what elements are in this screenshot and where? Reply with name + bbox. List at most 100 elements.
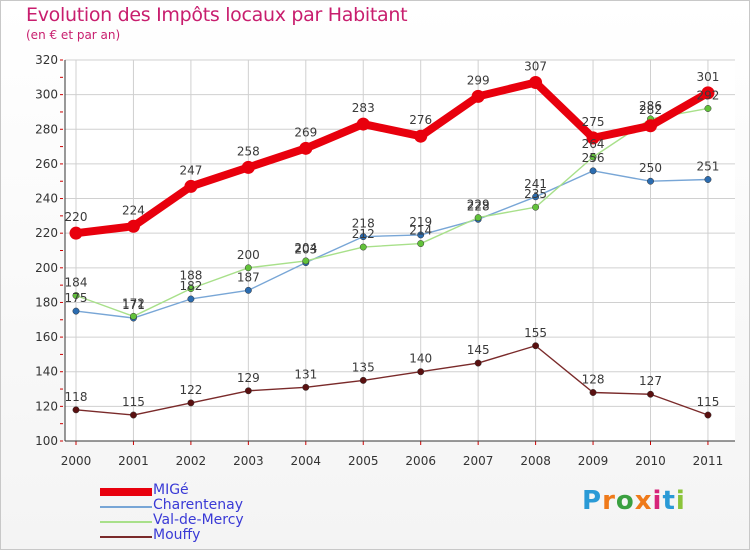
series-mouffy-point <box>647 390 654 398</box>
chart-title: Evolution des Impôts locaux par Habitant <box>26 4 408 26</box>
series-charentenay-point <box>72 307 80 315</box>
series-charentenay-data-label: 171 <box>122 298 145 312</box>
y-tick-label: 260 <box>35 157 58 171</box>
series-mig--point <box>644 119 657 133</box>
series-mig--point <box>529 76 543 90</box>
series-mig--data-label: 269 <box>294 125 317 139</box>
series-mouffy-data-label: 140 <box>409 352 432 366</box>
series-mig--point <box>184 179 198 193</box>
series-charentenay-data-label: 256 <box>582 151 605 165</box>
series-val-de-mercy-point <box>359 243 367 251</box>
series-val-de-mercy-data-label: 172 <box>122 296 145 310</box>
x-tick-label: 2008 <box>520 454 551 468</box>
series-val-de-mercy-point <box>302 257 310 265</box>
series-charentenay-data-label: 228 <box>467 199 490 213</box>
series-val-de-mercy-point <box>244 264 252 272</box>
series-mouffy-data-label: 122 <box>179 383 202 397</box>
x-tick-label: 2007 <box>463 454 494 468</box>
series-mig--data-label: 299 <box>467 73 490 87</box>
y-tick-label: 100 <box>35 434 58 448</box>
y-tick-label: 240 <box>35 192 58 206</box>
series-mouffy-point <box>589 389 597 396</box>
series-mig--point <box>471 89 485 103</box>
series-mig--point <box>126 219 140 233</box>
series-charentenay-data-label: 241 <box>524 177 547 191</box>
series-charentenay-point <box>187 295 195 303</box>
logo-letter: o <box>615 486 635 516</box>
series-val-de-mercy-data-label: 235 <box>524 187 547 201</box>
series-charentenay-data-label: 218 <box>352 217 375 231</box>
series-mouffy-point <box>244 387 252 395</box>
y-tick-label: 280 <box>35 122 58 136</box>
logo-letter: r <box>602 486 616 516</box>
series-val-de-mercy-point <box>417 240 425 248</box>
series-charentenay-data-label: 182 <box>179 279 202 293</box>
series-val-de-mercy-point <box>704 105 712 112</box>
series-mouffy-point <box>302 383 310 391</box>
series-val-de-mercy-data-label: 214 <box>409 224 432 238</box>
y-tick-label: 200 <box>35 261 58 275</box>
series-mig--data-label: 283 <box>352 101 375 115</box>
y-tick-label: 300 <box>35 88 58 102</box>
series-mouffy-data-label: 115 <box>696 395 719 409</box>
series-mouffy-data-label: 145 <box>467 343 490 357</box>
legend-swatch <box>100 536 152 538</box>
logo-letter: i <box>652 486 663 516</box>
series-val-de-mercy-data-label: 264 <box>582 137 605 151</box>
series-val-de-mercy-data-label: 184 <box>65 276 88 290</box>
series-val-de-mercy-data-label: 286 <box>639 99 662 113</box>
proxiti-logo: Proxiti <box>582 486 686 516</box>
series-mouffy-point <box>72 406 80 414</box>
legend-label: Val-de-Mercy <box>153 512 244 528</box>
series-mig--point <box>586 131 600 145</box>
x-tick-label: 2011 <box>693 454 724 468</box>
x-tick-label: 2006 <box>405 454 436 468</box>
series-charentenay-line <box>75 170 709 319</box>
chart-subtitle: (en € et par an) <box>26 28 121 42</box>
series-mouffy-data-label: 118 <box>65 390 88 404</box>
series-mig--point <box>241 160 255 174</box>
series-mig--line <box>72 78 712 238</box>
legend-swatch <box>100 506 152 508</box>
series-mouffy-point <box>474 359 482 367</box>
series-charentenay-point <box>647 177 654 185</box>
series-val-de-mercy-point <box>72 292 80 299</box>
logo-letter: P <box>582 486 603 516</box>
series-mouffy-point <box>704 411 712 419</box>
series-charentenay-point <box>589 167 597 175</box>
plot-area <box>65 60 735 441</box>
series-mouffy-data-label: 128 <box>582 373 605 387</box>
series-mouffy-point <box>532 342 540 350</box>
legend-label: MIGé <box>153 482 189 498</box>
series-charentenay-data-label: 251 <box>696 159 719 173</box>
series-val-de-mercy-point <box>532 203 540 211</box>
series-mig--point <box>299 141 313 155</box>
logo-letter: t <box>662 486 676 516</box>
x-tick-label: 2001 <box>118 454 149 468</box>
series-mouffy-data-label: 131 <box>294 367 317 381</box>
y-tick-label: 120 <box>35 399 58 413</box>
series-mig--data-label: 301 <box>696 70 719 84</box>
series-charentenay-point <box>532 193 540 201</box>
series-val-de-mercy-data-label: 204 <box>294 241 317 255</box>
series-val-de-mercy-point <box>474 214 482 222</box>
series-val-de-mercy-point <box>187 285 195 293</box>
x-tick-label: 2004 <box>291 454 322 468</box>
x-tick-label: 2009 <box>578 454 609 468</box>
series-charentenay-point <box>244 286 252 294</box>
series-mouffy-point <box>130 411 137 419</box>
series-val-de-mercy-data-label: 229 <box>467 198 490 212</box>
x-tick-label: 2003 <box>233 454 264 468</box>
x-tick-label: 2010 <box>635 454 666 468</box>
series-mouffy-line <box>75 345 709 416</box>
series-mig--point <box>414 129 428 143</box>
x-tick-label: 2000 <box>61 454 92 468</box>
series-mouffy-point <box>187 399 195 407</box>
y-tick-label: 220 <box>35 226 58 240</box>
series-val-de-mercy-data-label: 292 <box>696 88 719 102</box>
y-tick-label: 160 <box>35 330 58 344</box>
series-val-de-mercy-point <box>589 153 597 161</box>
series-mig--data-label: 275 <box>582 115 605 129</box>
series-charentenay-point <box>359 233 367 241</box>
series-charentenay-data-label: 219 <box>409 215 432 229</box>
